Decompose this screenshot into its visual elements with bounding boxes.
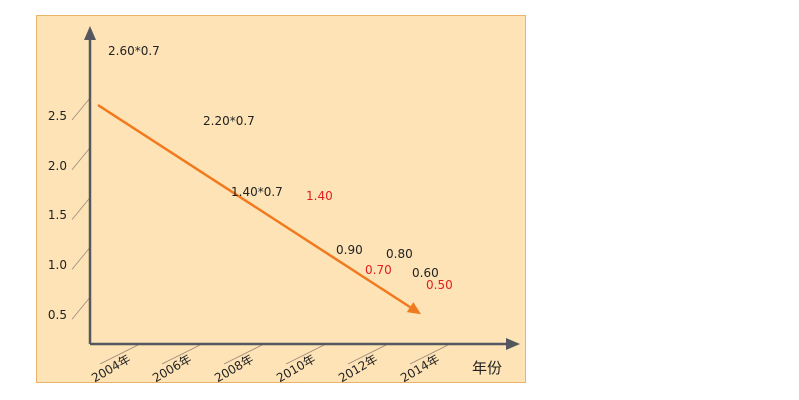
value-label: 0.50: [426, 278, 453, 292]
value-label: 0.90: [336, 243, 363, 257]
tick-mark: [409, 343, 451, 365]
tick-mark: [71, 296, 91, 320]
x-axis-title: 年份: [472, 359, 502, 377]
value-label: 0.70: [365, 263, 392, 277]
tick-mark: [161, 343, 203, 365]
value-label: 0.60: [412, 266, 439, 280]
x-tick-label: 2006年: [150, 352, 194, 385]
y-tick-label: 2.5: [48, 109, 67, 123]
tick-marks: [71, 97, 451, 365]
value-label: 2.20*0.7: [203, 114, 255, 128]
x-tick-label: 2004年: [89, 352, 133, 385]
series-line: [97, 103, 411, 309]
x-tick-label: 2008年: [212, 352, 256, 385]
value-label: 1.40*0.7: [231, 185, 283, 199]
y-tick-label: 1.5: [48, 208, 67, 222]
tick-mark: [71, 197, 91, 220]
value-label: 1.40: [306, 189, 333, 203]
y-axis-arrow: [84, 26, 96, 40]
tick-mark: [347, 343, 389, 365]
value-label: 0.80: [386, 247, 413, 261]
tick-mark: [71, 97, 91, 121]
series-arrow-head: [406, 302, 421, 315]
tick-mark: [285, 343, 327, 365]
tick-mark: [71, 247, 91, 270]
tick-mark: [71, 147, 91, 171]
tick-mark: [223, 343, 265, 365]
x-tick-label: 2014年: [398, 352, 442, 385]
y-tick-label: 2.0: [48, 159, 67, 173]
y-tick-label: 0.5: [48, 308, 67, 322]
chart-panel: [36, 15, 526, 383]
x-tick-label: 2012年: [336, 352, 380, 385]
y-tick-label: 1.0: [48, 258, 67, 272]
value-label: 2.60*0.7: [108, 44, 160, 58]
tick-mark: [99, 343, 141, 365]
x-tick-label: 2010年: [274, 352, 318, 385]
x-axis-arrow: [506, 338, 520, 350]
